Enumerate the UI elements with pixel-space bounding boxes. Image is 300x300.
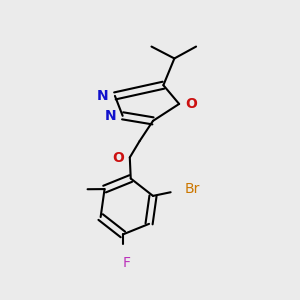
Text: O: O <box>112 151 124 165</box>
Text: N: N <box>97 89 108 103</box>
Text: Br: Br <box>185 182 200 196</box>
Text: O: O <box>185 97 197 111</box>
Text: N: N <box>104 109 116 123</box>
Text: F: F <box>123 256 131 270</box>
